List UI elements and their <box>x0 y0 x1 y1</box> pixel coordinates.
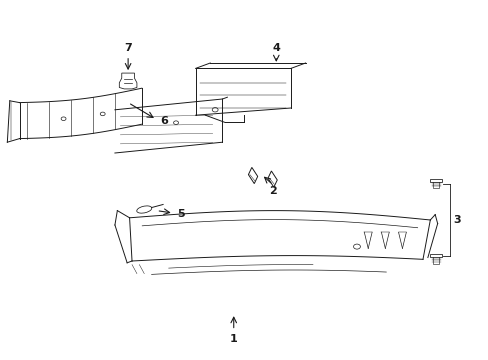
Bar <box>429 254 442 257</box>
Text: 5: 5 <box>177 209 184 219</box>
Text: 2: 2 <box>268 186 276 196</box>
Text: 6: 6 <box>160 116 168 126</box>
Text: 1: 1 <box>229 334 237 344</box>
Text: 7: 7 <box>124 43 132 53</box>
Text: 3: 3 <box>453 215 461 225</box>
Bar <box>429 179 442 182</box>
Text: 4: 4 <box>272 43 280 53</box>
